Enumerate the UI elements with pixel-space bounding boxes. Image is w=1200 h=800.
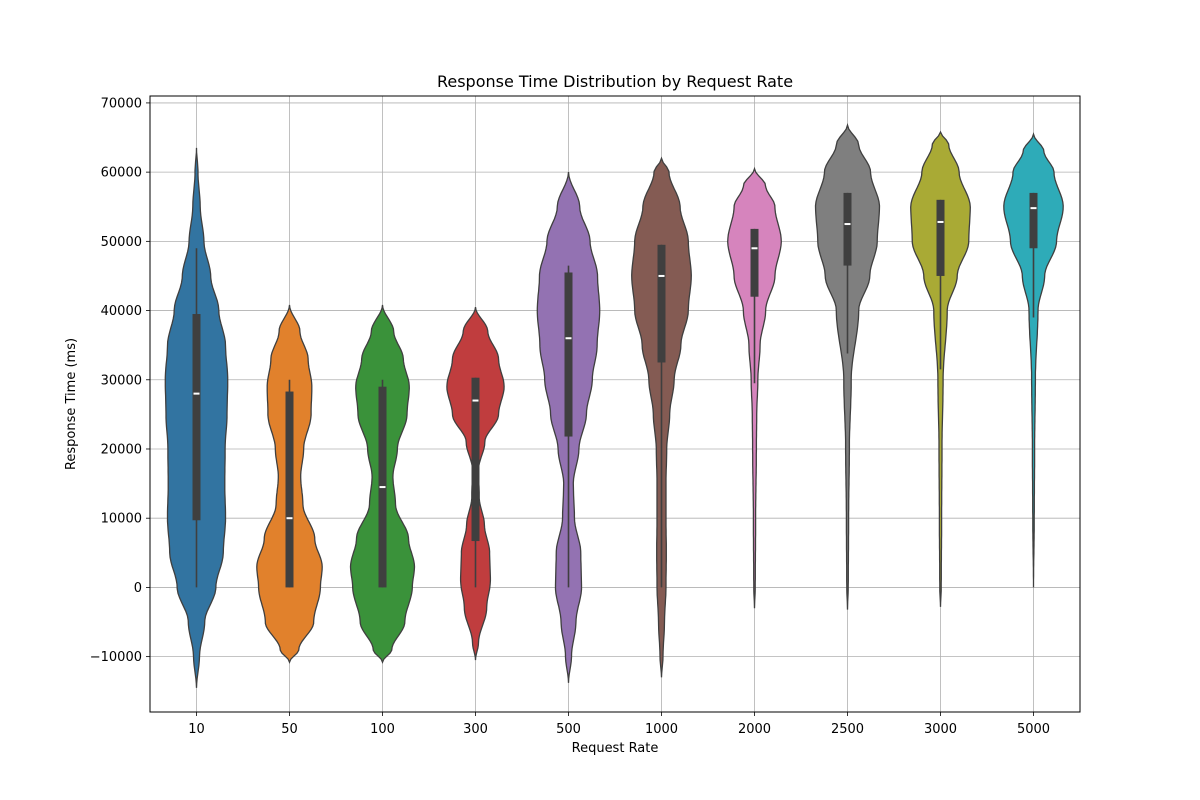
violin-3000 (910, 130, 971, 607)
x-tick-label: 1000 (645, 722, 678, 737)
violin-iqr-box (750, 228, 759, 297)
violin-median (844, 223, 851, 226)
y-tick-label: 60000 (101, 166, 142, 181)
x-tick-label: 5000 (1017, 722, 1050, 737)
violin-iqr-box (1029, 192, 1038, 249)
violin-iqr-box (192, 314, 201, 521)
y-tick-label: 20000 (101, 442, 142, 457)
violin-2500 (814, 122, 881, 610)
y-tick-label: 30000 (101, 373, 142, 388)
violin-2000 (727, 166, 782, 609)
x-tick-label: 100 (370, 722, 395, 737)
violin-5000 (1003, 132, 1064, 588)
violin-median (379, 486, 386, 489)
y-tick-label: 10000 (101, 512, 142, 527)
violin-median (937, 220, 944, 223)
y-axis-label: Response Time (ms) (64, 338, 79, 470)
violin-median (472, 399, 479, 402)
y-tick-label: 70000 (101, 96, 142, 111)
x-tick-label: 2000 (738, 722, 771, 737)
violin-iqr-box (564, 272, 573, 437)
violin-iqr-box (657, 244, 666, 363)
violin-median (286, 517, 293, 520)
x-tick-label: 300 (463, 722, 488, 737)
x-tick-label: 500 (556, 722, 581, 737)
violin-iqr-box (471, 377, 480, 542)
violin-median (193, 392, 200, 395)
violin-iqr-box (285, 391, 294, 588)
x-tick-label: 50 (281, 722, 298, 737)
x-axis-label: Request Rate (572, 741, 659, 756)
y-tick-label: 40000 (101, 304, 142, 319)
x-tick-label: 2500 (831, 722, 864, 737)
violin-median (751, 247, 758, 250)
violin-median (1030, 207, 1037, 210)
y-tick-label: 0 (134, 581, 142, 596)
plot-frame (149, 95, 1081, 713)
violin-iqr-box (936, 199, 945, 276)
x-tick-label: 10 (188, 722, 205, 737)
y-tick-label: 50000 (101, 235, 142, 250)
violin-iqr-box (843, 192, 852, 266)
chart-title: Response Time Distribution by Request Ra… (437, 72, 793, 91)
y-tick-label: −10000 (90, 650, 142, 665)
violin-median (565, 337, 572, 340)
x-tick-label: 3000 (924, 722, 957, 737)
axis-ticks: −10000 0 10000 20000 30000 40000 50000 60000 700… (90, 96, 1050, 737)
violin-median (658, 274, 665, 277)
violins (164, 122, 1064, 688)
